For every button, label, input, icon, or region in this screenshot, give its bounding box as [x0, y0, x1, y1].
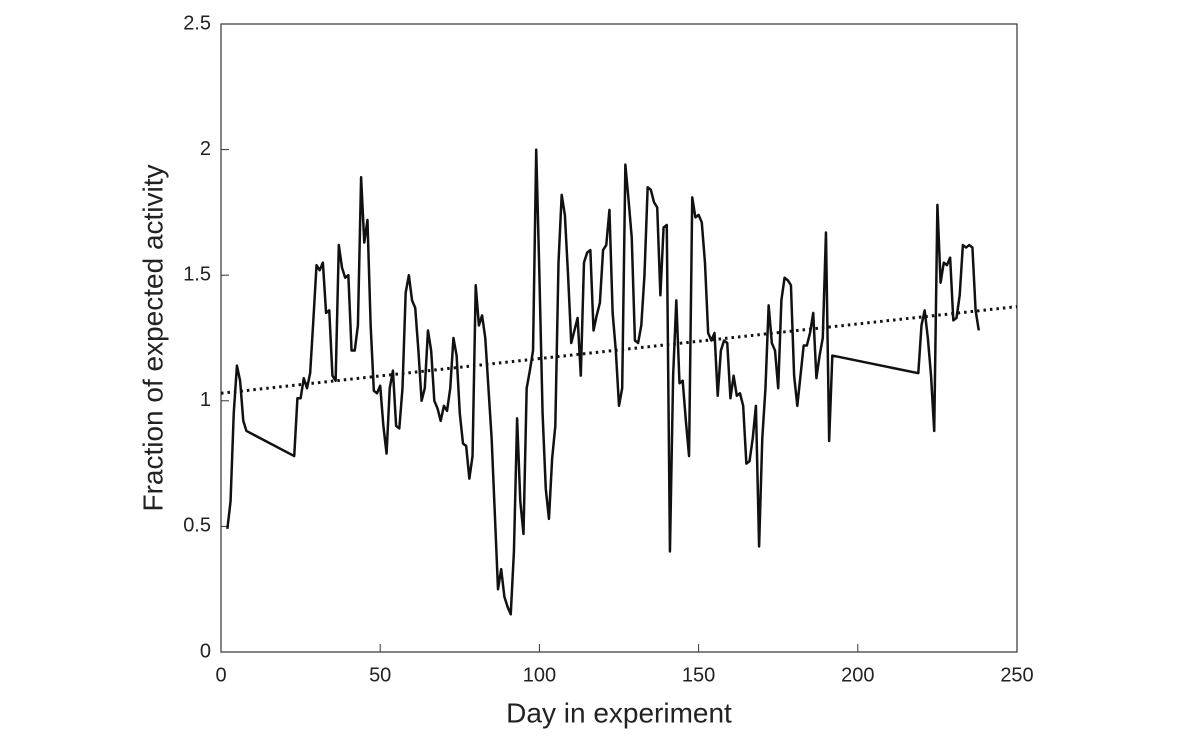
y-tick-label: 0	[200, 640, 211, 662]
y-axis-label: Fraction of expected activity	[137, 164, 168, 511]
y-tick-label: 1.5	[183, 263, 211, 285]
y-tick-label: 2	[200, 138, 211, 160]
y-tick-label: 2.5	[183, 12, 211, 34]
x-tick-label: 50	[369, 664, 391, 686]
x-tick-label: 0	[215, 664, 226, 686]
y-tick-label: 0.5	[183, 515, 211, 537]
x-tick-label: 200	[841, 664, 874, 686]
x-axis-label: Day in experiment	[506, 697, 732, 728]
trend-line	[220, 305, 1018, 395]
x-tick-label: 250	[1000, 664, 1033, 686]
x-tick-label: 150	[682, 664, 715, 686]
x-tick-label: 100	[523, 664, 556, 686]
plot-frame	[220, 23, 1018, 653]
data-line	[226, 148, 981, 616]
y-tick-label: 1	[200, 389, 211, 411]
